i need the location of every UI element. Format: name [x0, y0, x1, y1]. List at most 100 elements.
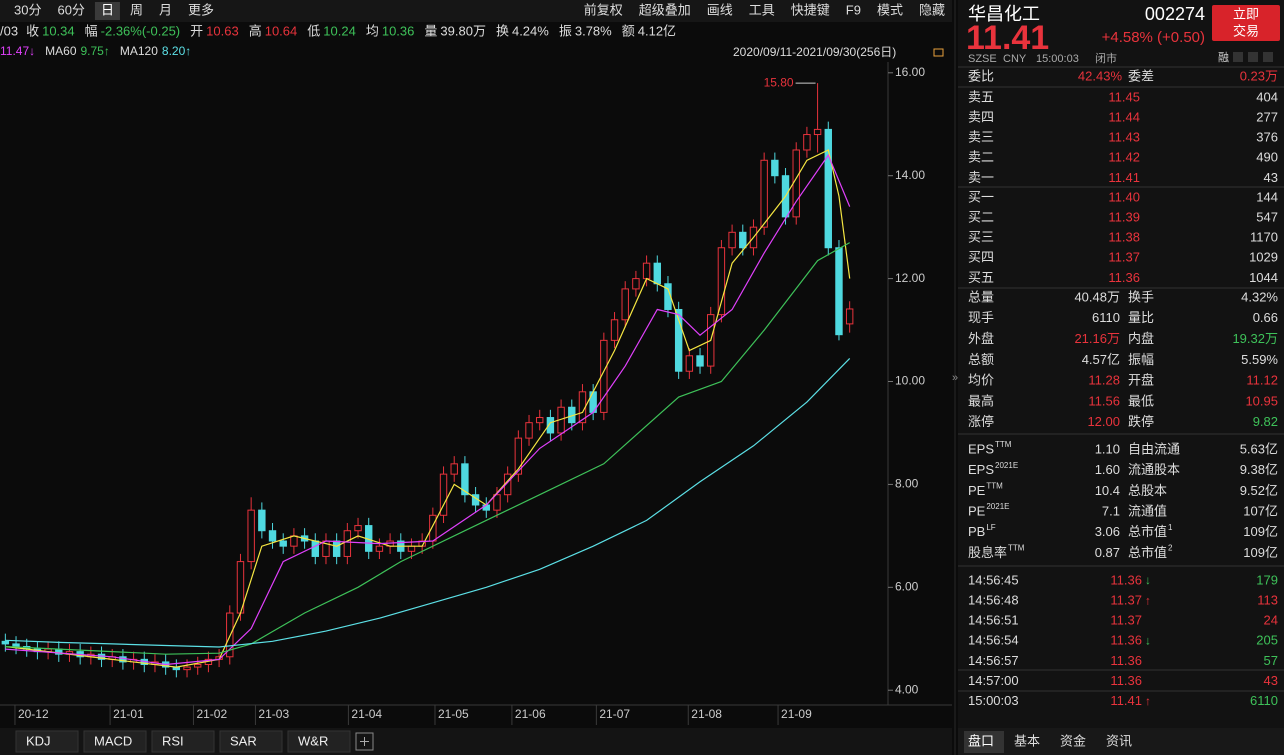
candle-body [717, 247, 726, 316]
icon[interactable] [1248, 52, 1258, 62]
fund-label: EPS [968, 441, 994, 456]
candle-body [803, 134, 811, 151]
tick-time: 14:56:51 [968, 613, 1019, 628]
indicator-tab-bg[interactable] [219, 730, 283, 753]
stat-value: 6110 [1092, 310, 1120, 325]
book-price: 11.37 [1108, 250, 1140, 265]
candle-body [258, 509, 266, 532]
stat-label: 量比 [1128, 310, 1154, 325]
indicator-tab[interactable]: MACD [94, 733, 132, 748]
tick-arrow: ↑ [1145, 593, 1151, 607]
tool-button[interactable]: 画线 [707, 2, 733, 17]
tool-button[interactable]: 隐藏 [919, 2, 945, 17]
ma-legend-label: MA120 [120, 44, 158, 58]
candle-body [685, 355, 694, 372]
indicator-tab[interactable]: W&R [298, 733, 328, 748]
quote-label: 换 [496, 23, 509, 38]
tool-button[interactable]: 模式 [877, 2, 903, 17]
panel-tab[interactable]: 基本 [1014, 733, 1040, 748]
market-meta: 闭市 [1095, 51, 1117, 65]
trade-button[interactable]: 立即 [1233, 6, 1259, 21]
period-tab[interactable]: 60分 [57, 2, 84, 17]
margin-tag: 融 [1218, 51, 1229, 64]
trade-button-bg[interactable] [1212, 5, 1280, 41]
panel-tab[interactable]: 盘口 [968, 733, 994, 748]
stat-label: 内盘 [1128, 331, 1154, 346]
quote-value: 10.34 [42, 23, 75, 38]
indicator-tab[interactable]: SAR [230, 733, 257, 748]
panel-tab[interactable]: 资讯 [1106, 733, 1132, 748]
tool-button[interactable]: 前复权 [584, 2, 623, 17]
collapse-icon[interactable]: » [952, 372, 958, 384]
candle-body [461, 463, 469, 496]
fund-value: 107亿 [1243, 504, 1278, 519]
tick-arrow: ↓ [1145, 633, 1151, 647]
stat-label: 均价 [968, 373, 994, 388]
period-tab[interactable]: 日 [101, 2, 114, 17]
book-price: 11.42 [1108, 150, 1140, 165]
tick-time: 14:56:54 [968, 633, 1019, 648]
stat-label: 最高 [968, 393, 994, 408]
quote-value: 10.24 [323, 23, 356, 38]
tool-button[interactable]: 快捷键 [791, 2, 830, 17]
book-label: 买四 [968, 250, 994, 265]
x-tick-label: 21-04 [351, 707, 382, 721]
candle-body [354, 525, 362, 532]
indicator-tab-bg[interactable] [83, 730, 147, 753]
period-tab[interactable]: 30分 [14, 2, 41, 17]
tick-volume: 205 [1256, 633, 1278, 648]
stock-name: 华昌化工 [968, 4, 1040, 24]
stat-value: 5.59% [1241, 352, 1278, 367]
candle-body [343, 530, 352, 557]
candle-body [493, 494, 501, 511]
period-tab[interactable]: 周 [130, 2, 143, 17]
tick-time: 14:56:48 [968, 593, 1019, 608]
tick-volume: 24 [1264, 613, 1278, 628]
fund-label: EPS [968, 462, 994, 477]
icon[interactable] [1263, 52, 1273, 62]
icon[interactable] [1233, 52, 1243, 62]
candle-body [332, 540, 341, 557]
period-tab[interactable]: 更多 [188, 2, 214, 17]
indicator-tab[interactable]: RSI [162, 733, 184, 748]
panel-tab-active[interactable] [964, 731, 1004, 753]
tool-button[interactable]: 工具 [749, 2, 775, 17]
indicator-tab[interactable]: KDJ [26, 733, 51, 748]
period-active [94, 2, 120, 20]
indicator-tab-bg[interactable] [287, 730, 351, 753]
panel-tab[interactable]: 资金 [1060, 733, 1086, 748]
fund-label: PE [968, 483, 986, 498]
panel-tabs-bg [958, 728, 1284, 755]
candle-body [696, 355, 704, 367]
fund-sup: LF [986, 523, 995, 532]
candle-body [739, 231, 747, 249]
quote-value: 10.36 [382, 23, 415, 38]
tool-button[interactable]: F9 [846, 2, 861, 17]
candle-body [525, 422, 533, 439]
fund-value: 109亿 [1243, 545, 1278, 560]
trade-button[interactable]: 交易 [1233, 23, 1259, 38]
lock-icon[interactable] [933, 48, 944, 57]
stat-label: 跌停 [1128, 414, 1154, 429]
indicator-tab-bg[interactable] [15, 730, 79, 753]
quote-label: 振 [559, 23, 572, 38]
book-label: 卖三 [968, 130, 994, 145]
row-label: 委差 [1128, 68, 1154, 83]
tick-price: 11.41 [1110, 693, 1142, 708]
tick-volume: 113 [1257, 593, 1278, 608]
period-tab[interactable]: 月 [159, 2, 172, 17]
stat-value: 0.66 [1253, 310, 1278, 325]
fund-label: 流通值 [1128, 504, 1167, 519]
stat-value: 9.82 [1253, 414, 1278, 429]
book-label: 卖四 [968, 110, 994, 125]
candle-body [824, 128, 832, 249]
candle-body [760, 159, 768, 228]
tool-button[interactable]: 超级叠加 [639, 2, 691, 17]
x-tick-label: 21-02 [196, 707, 227, 721]
add-tab[interactable] [355, 732, 374, 751]
y-tick-label: 16.00 [895, 65, 925, 79]
quote-value: 4.12亿 [638, 23, 676, 38]
stat-value: 4.57亿 [1082, 352, 1120, 367]
indicator-tab-bg[interactable] [151, 730, 215, 753]
